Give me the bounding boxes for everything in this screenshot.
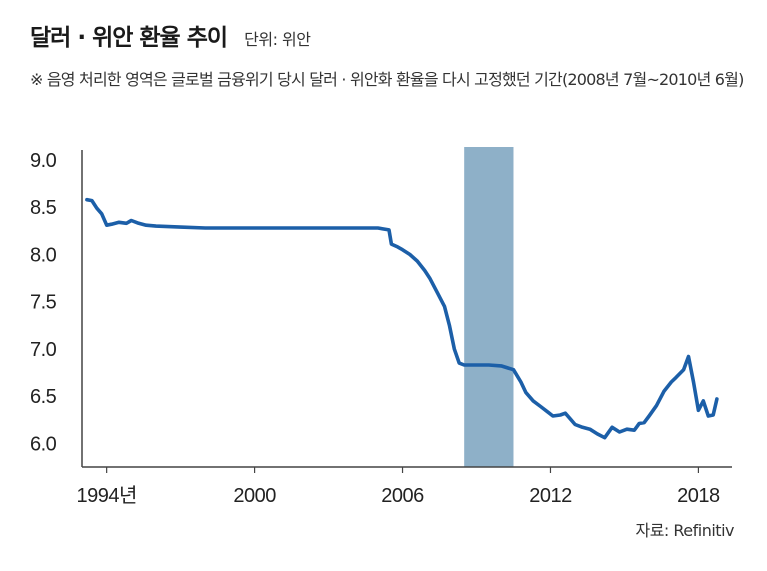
y-tick-label: 8.0 [30,244,57,266]
chart-note: ※ 음영 처리한 영역은 글로벌 금융위기 당시 달러 · 위안화 환율을 다시… [30,70,744,89]
y-tick-label: 6.5 [30,386,57,408]
y-tick-label: 6.0 [30,433,57,455]
y-tick-label: 7.0 [30,339,57,361]
x-tick-label: 1994년 [76,484,136,507]
shaded-region [464,147,514,467]
y-tick-label: 8.5 [30,197,57,219]
y-tick-label: 7.5 [30,292,57,314]
x-tick-label: 2018 [677,485,720,507]
source-label: 자료: Refinitiv [635,521,734,540]
x-tick-label: 2006 [381,485,424,507]
title-row: 달러 · 위안 환율 추이 단위: 위안 [30,18,311,52]
unit-label: 단위: 위안 [244,30,311,49]
series-line [85,197,719,440]
x-tick-label: 2000 [233,485,276,507]
y-tick-label: 9.0 [30,150,57,172]
chart-title: 달러 · 위안 환율 추이 [30,25,228,51]
x-tick-label: 2012 [529,485,572,507]
